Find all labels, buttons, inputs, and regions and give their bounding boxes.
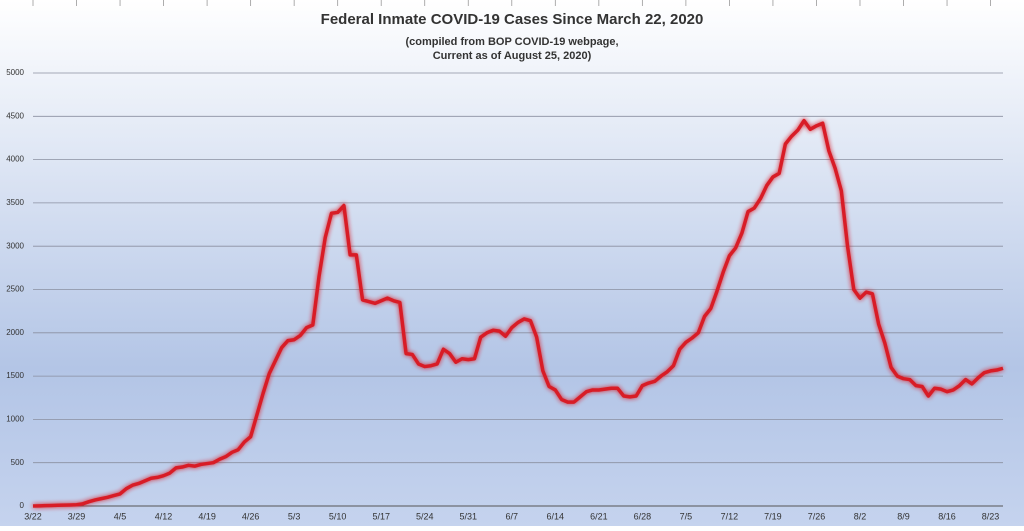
x-tick-label: 5/3: [288, 511, 301, 521]
y-tick-label: 5000: [6, 68, 24, 77]
y-tick-label: 0: [20, 501, 25, 510]
y-tick-label: 1000: [6, 415, 24, 424]
chart-subtitle: Current as of August 25, 2020): [433, 50, 592, 62]
y-tick-label: 2500: [6, 285, 24, 294]
chart-subtitle: (compiled from BOP COVID-19 webpage,: [405, 36, 618, 48]
x-tick-label: 7/12: [721, 511, 739, 521]
x-tick-label: 3/29: [68, 511, 86, 521]
x-tick-label: 6/7: [506, 511, 519, 521]
y-tick-label: 4500: [6, 111, 24, 120]
x-tick-label: 7/19: [764, 511, 782, 521]
x-tick-label: 4/5: [114, 511, 127, 521]
x-tick-label: 4/19: [198, 511, 216, 521]
y-tick-label: 3000: [6, 241, 24, 250]
x-tick-label: 8/2: [854, 511, 867, 521]
x-tick-label: 5/17: [372, 511, 390, 521]
y-tick-label: 3500: [6, 198, 24, 207]
x-tick-label: 5/24: [416, 511, 434, 521]
x-tick-label: 3/22: [24, 511, 42, 521]
y-tick-label: 2000: [6, 328, 24, 337]
x-tick-label: 8/23: [982, 511, 1000, 521]
x-tick-label: 5/31: [459, 511, 477, 521]
x-tick-label: 5/10: [329, 511, 347, 521]
x-tick-label: 8/9: [897, 511, 910, 521]
x-tick-label: 7/5: [680, 511, 693, 521]
series-line: [32, 118, 1004, 508]
y-tick-label: 500: [11, 458, 25, 467]
x-tick-label: 8/16: [938, 511, 956, 521]
x-tick-label: 4/26: [242, 511, 260, 521]
x-tick-label: 4/12: [155, 511, 173, 521]
y-tick-label: 1500: [6, 371, 24, 380]
chart-title: Federal Inmate COVID-19 Cases Since Marc…: [321, 11, 704, 28]
x-tick-label: 6/14: [547, 511, 565, 521]
y-tick-label: 4000: [6, 155, 24, 164]
x-tick-label: 6/21: [590, 511, 608, 521]
x-tick-label: 7/26: [808, 511, 826, 521]
x-tick-label: 6/28: [634, 511, 652, 521]
